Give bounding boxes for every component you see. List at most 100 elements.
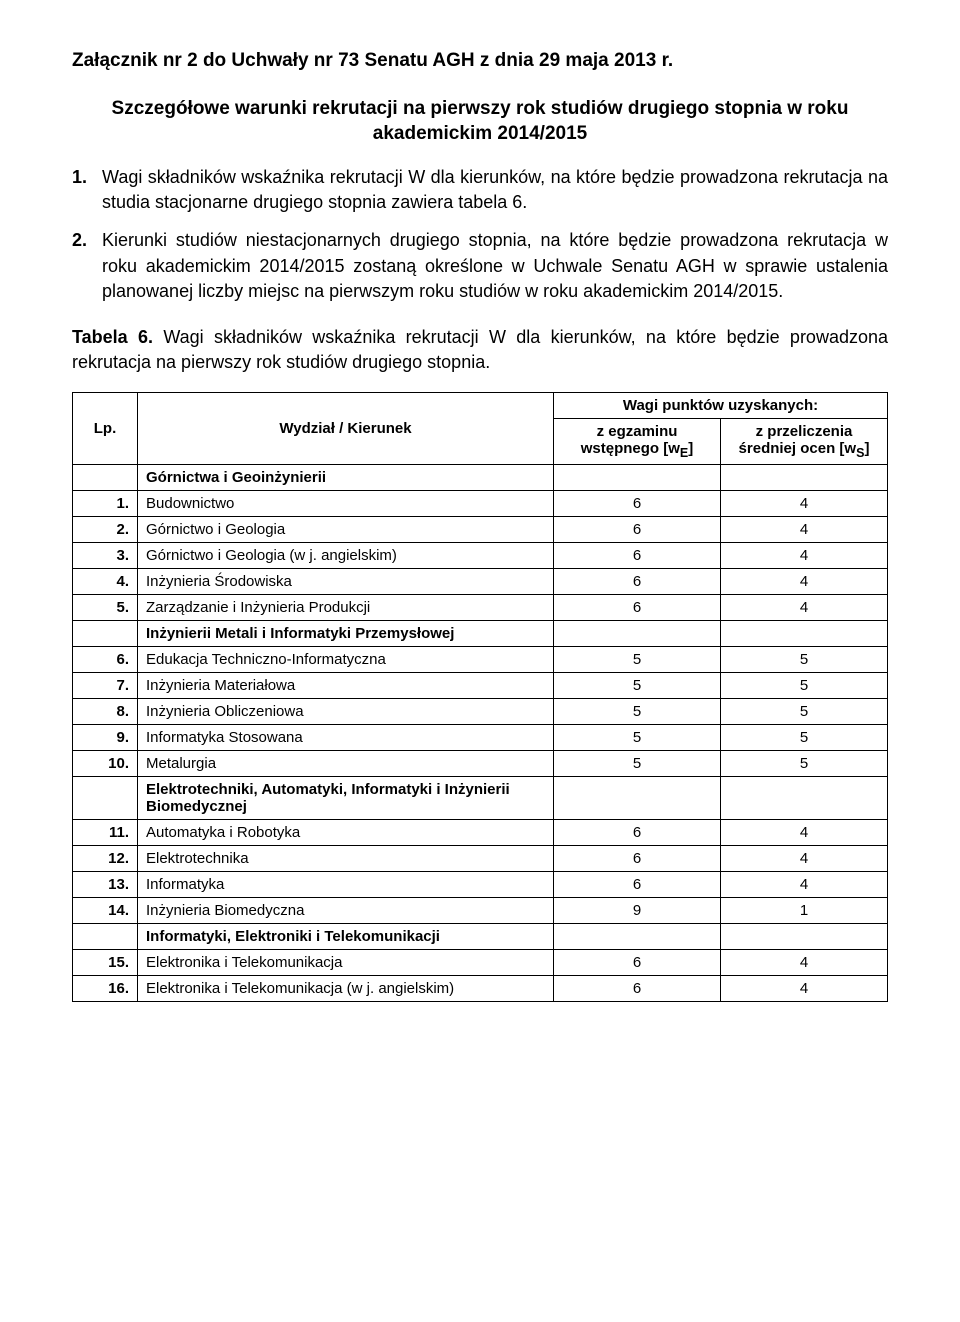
- table-body: Górnictwa i Geoinżynierii1.Budownictwo64…: [73, 464, 888, 1001]
- cell-we: 6: [554, 542, 721, 568]
- cell-lp: 5.: [73, 594, 138, 620]
- cell-we: [554, 776, 721, 819]
- cell-lp: [73, 923, 138, 949]
- list-item: 1. Wagi składników wskaźnika rekrutacji …: [72, 165, 888, 216]
- cell-name: Metalurgia: [138, 750, 554, 776]
- cell-ws: 5: [721, 646, 888, 672]
- cell-ws: [721, 923, 888, 949]
- cell-lp: 8.: [73, 698, 138, 724]
- weights-table: Lp. Wydział / Kierunek Wagi punktów uzys…: [72, 392, 888, 1002]
- cell-ws: [721, 620, 888, 646]
- cell-ws: 4: [721, 542, 888, 568]
- cell-name: Inżynieria Materiałowa: [138, 672, 554, 698]
- cell-we: 6: [554, 490, 721, 516]
- cell-ws: 4: [721, 975, 888, 1001]
- table-label: Tabela 6.: [72, 327, 153, 347]
- document-subtitle: Szczegółowe warunki rekrutacji na pierws…: [72, 96, 888, 147]
- list-marker: 2.: [72, 228, 102, 305]
- cell-we: 6: [554, 871, 721, 897]
- cell-ws: 5: [721, 750, 888, 776]
- cell-name: Inżynieria Obliczeniowa: [138, 698, 554, 724]
- cell-name: Elektrotechnika: [138, 845, 554, 871]
- cell-lp: [73, 464, 138, 490]
- cell-lp: 3.: [73, 542, 138, 568]
- section-name: Górnictwa i Geoinżynierii: [138, 464, 554, 490]
- cell-we: 6: [554, 949, 721, 975]
- cell-lp: 2.: [73, 516, 138, 542]
- cell-lp: 13.: [73, 871, 138, 897]
- table-row: Górnictwa i Geoinżynierii: [73, 464, 888, 490]
- cell-ws: 4: [721, 594, 888, 620]
- cell-ws: 5: [721, 724, 888, 750]
- cell-name: Budownictwo: [138, 490, 554, 516]
- list-text: Kierunki studiów niestacjonarnych drugie…: [102, 228, 888, 305]
- table-row: 2.Górnictwo i Geologia64: [73, 516, 888, 542]
- cell-lp: 4.: [73, 568, 138, 594]
- section-name: Informatyki, Elektroniki i Telekomunikac…: [138, 923, 554, 949]
- table-desc-text: Wagi składników wskaźnika rekrutacji W d…: [72, 327, 888, 373]
- table-row: 7.Inżynieria Materiałowa55: [73, 672, 888, 698]
- cell-ws: 4: [721, 845, 888, 871]
- cell-ws: 4: [721, 871, 888, 897]
- cell-we: 5: [554, 698, 721, 724]
- cell-ws: 1: [721, 897, 888, 923]
- table-row: 8.Inżynieria Obliczeniowa55: [73, 698, 888, 724]
- table-row: 16.Elektronika i Telekomunikacja (w j. a…: [73, 975, 888, 1001]
- cell-we: [554, 464, 721, 490]
- cell-we: 5: [554, 646, 721, 672]
- cell-lp: 10.: [73, 750, 138, 776]
- table-row: 5.Zarządzanie i Inżynieria Produkcji64: [73, 594, 888, 620]
- cell-name: Informatyka: [138, 871, 554, 897]
- table-description: Tabela 6. Wagi składników wskaźnika rekr…: [72, 325, 888, 376]
- cell-we: [554, 620, 721, 646]
- cell-name: Informatyka Stosowana: [138, 724, 554, 750]
- table-row: Informatyki, Elektroniki i Telekomunikac…: [73, 923, 888, 949]
- section-name: Elektrotechniki, Automatyki, Informatyki…: [138, 776, 554, 819]
- cell-we: 5: [554, 672, 721, 698]
- table-row: 14.Inżynieria Biomedyczna91: [73, 897, 888, 923]
- cell-name: Elektronika i Telekomunikacja: [138, 949, 554, 975]
- cell-ws: 4: [721, 516, 888, 542]
- cell-we: 6: [554, 568, 721, 594]
- cell-ws: [721, 464, 888, 490]
- col-we: z egzaminu wstępnego [wE]: [554, 418, 721, 464]
- table-row: 10.Metalurgia55: [73, 750, 888, 776]
- cell-we: 6: [554, 594, 721, 620]
- cell-we: 5: [554, 724, 721, 750]
- cell-ws: [721, 776, 888, 819]
- cell-name: Automatyka i Robotyka: [138, 819, 554, 845]
- cell-name: Inżynieria Biomedyczna: [138, 897, 554, 923]
- document-title: Załącznik nr 2 do Uchwały nr 73 Senatu A…: [72, 48, 888, 74]
- cell-lp: 6.: [73, 646, 138, 672]
- cell-name: Edukacja Techniczno-Informatyczna: [138, 646, 554, 672]
- cell-name: Elektronika i Telekomunikacja (w j. angi…: [138, 975, 554, 1001]
- col-wagi: Wagi punktów uzyskanych:: [554, 392, 888, 418]
- cell-we: [554, 923, 721, 949]
- cell-ws: 5: [721, 672, 888, 698]
- table-row: Inżynierii Metali i Informatyki Przemysł…: [73, 620, 888, 646]
- col-ws: z przeliczenia średniej ocen [wS]: [721, 418, 888, 464]
- cell-lp: 15.: [73, 949, 138, 975]
- cell-name: Górnictwo i Geologia: [138, 516, 554, 542]
- cell-lp: [73, 776, 138, 819]
- cell-ws: 5: [721, 698, 888, 724]
- table-row: Elektrotechniki, Automatyki, Informatyki…: [73, 776, 888, 819]
- cell-lp: 11.: [73, 819, 138, 845]
- list-marker: 1.: [72, 165, 102, 216]
- cell-lp: 7.: [73, 672, 138, 698]
- col-kierunek: Wydział / Kierunek: [138, 392, 554, 464]
- cell-we: 6: [554, 819, 721, 845]
- cell-ws: 4: [721, 568, 888, 594]
- cell-lp: [73, 620, 138, 646]
- table-header-row: Lp. Wydział / Kierunek Wagi punktów uzys…: [73, 392, 888, 418]
- cell-lp: 12.: [73, 845, 138, 871]
- table-row: 3.Górnictwo i Geologia (w j. angielskim)…: [73, 542, 888, 568]
- cell-lp: 16.: [73, 975, 138, 1001]
- table-row: 4.Inżynieria Środowiska64: [73, 568, 888, 594]
- cell-ws: 4: [721, 949, 888, 975]
- cell-lp: 14.: [73, 897, 138, 923]
- numbered-list: 1. Wagi składników wskaźnika rekrutacji …: [72, 165, 888, 305]
- section-name: Inżynierii Metali i Informatyki Przemysł…: [138, 620, 554, 646]
- table-head: Lp. Wydział / Kierunek Wagi punktów uzys…: [73, 392, 888, 464]
- cell-lp: 9.: [73, 724, 138, 750]
